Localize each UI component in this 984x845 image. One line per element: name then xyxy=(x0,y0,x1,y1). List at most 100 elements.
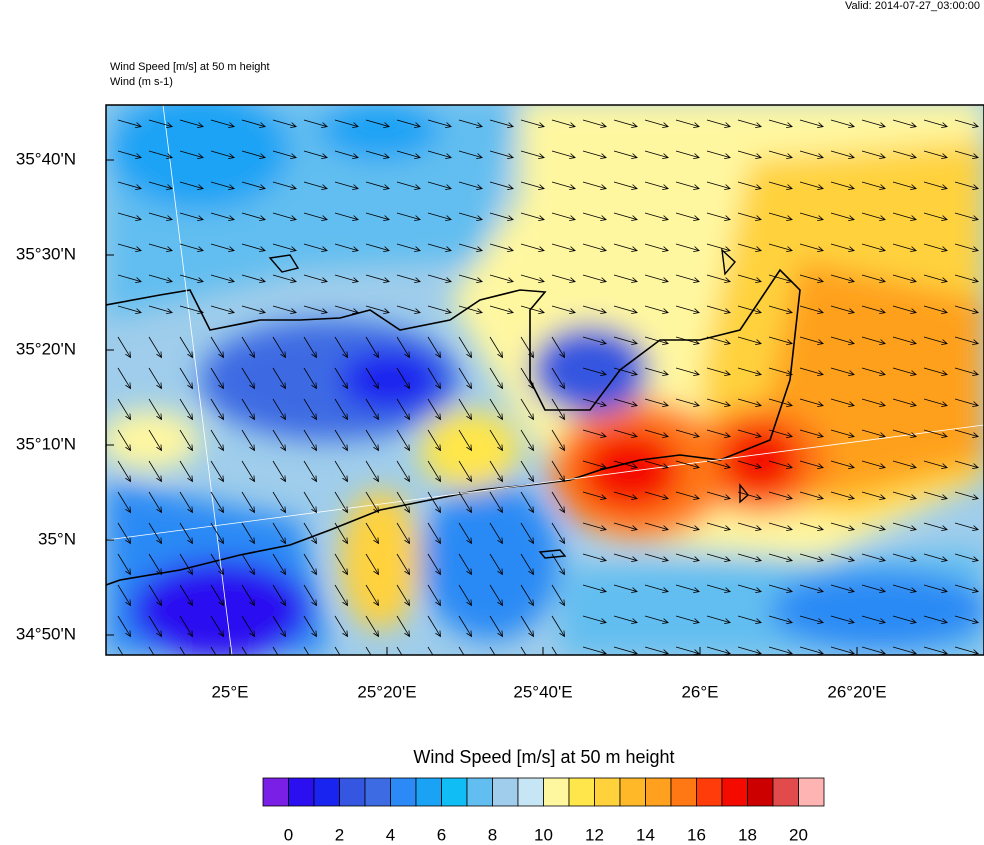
colorbar-swatch xyxy=(415,777,442,807)
wind-arrow xyxy=(675,274,700,284)
wind-arrow xyxy=(954,181,979,191)
wind-arrow xyxy=(954,553,979,563)
wind-arrow xyxy=(582,522,607,532)
wind-arrow xyxy=(117,615,131,638)
graticule xyxy=(106,105,984,655)
wind-arrow xyxy=(644,398,669,408)
wind-arrow xyxy=(489,491,503,514)
wind-arrow xyxy=(334,336,348,359)
wind-arrow xyxy=(861,212,886,222)
wind-arrow xyxy=(520,336,534,359)
wind-arrow xyxy=(768,615,793,625)
wind-arrow xyxy=(210,212,235,222)
wind-arrow xyxy=(241,243,266,253)
wind-arrow xyxy=(334,150,359,160)
wind-arrow xyxy=(117,460,131,483)
wind-arrow xyxy=(334,274,359,284)
wind-arrow xyxy=(861,429,886,439)
wind-arrow xyxy=(954,398,979,408)
wind-arrow xyxy=(427,429,441,452)
wind-arrow xyxy=(334,367,348,390)
colorbar-swatch xyxy=(798,777,825,807)
wind-arrow xyxy=(148,274,173,284)
wind-arrow xyxy=(799,553,824,563)
wind-arrow xyxy=(241,274,266,284)
wind-arrow xyxy=(582,119,607,129)
wind-arrow xyxy=(613,491,638,501)
wind-arrow xyxy=(675,305,700,315)
wind-arrow xyxy=(551,553,565,576)
wind-arrow xyxy=(427,584,441,607)
wind-arrow xyxy=(830,460,855,470)
wind-arrow xyxy=(458,243,483,253)
wind-arrow xyxy=(613,429,638,439)
wind-arrow xyxy=(644,522,669,532)
wind-arrow xyxy=(768,119,793,129)
wind-arrow xyxy=(179,522,193,545)
wind-arrow xyxy=(675,429,700,439)
wind-arrow xyxy=(303,522,317,545)
lat-label: 35°30'N xyxy=(16,244,76,263)
wind-arrow xyxy=(768,398,793,408)
wind-arrow xyxy=(303,305,328,315)
wind-arrow xyxy=(458,119,483,129)
wind-arrow xyxy=(396,460,410,483)
colorbar-label: 2 xyxy=(335,825,344,844)
wind-arrow xyxy=(644,305,669,315)
wind-arrow xyxy=(303,553,317,576)
wind-arrow xyxy=(954,522,979,532)
wind-arrow xyxy=(551,119,576,129)
wind-arrow xyxy=(396,181,421,191)
wind-arrow xyxy=(272,336,286,359)
wind-arrow xyxy=(582,398,607,408)
wind-arrow xyxy=(210,522,224,545)
wind-arrow xyxy=(582,615,607,625)
wind-arrow xyxy=(830,181,855,191)
wind-arrow xyxy=(706,491,731,501)
wind-arrow xyxy=(675,491,700,501)
wind-arrow xyxy=(861,553,886,563)
wind-arrow xyxy=(892,491,917,501)
wind-arrow xyxy=(799,181,824,191)
wind-arrow xyxy=(396,119,421,129)
colorbar-swatch xyxy=(390,777,417,807)
colorbar-swatch xyxy=(670,777,697,807)
wind-arrow xyxy=(613,181,638,191)
wind-arrow xyxy=(613,119,638,129)
wind-arrow xyxy=(148,212,173,222)
wind-arrow xyxy=(520,491,534,514)
wind-arrow xyxy=(644,491,669,501)
wind-arrow xyxy=(923,119,948,129)
wind-arrow xyxy=(644,429,669,439)
wind-arrow xyxy=(582,584,607,594)
wind-arrow xyxy=(148,615,162,638)
wind-arrow xyxy=(923,522,948,532)
wind-arrow xyxy=(241,460,255,483)
wind-arrow xyxy=(179,367,193,390)
wind-arrow xyxy=(644,274,669,284)
wind-arrow xyxy=(303,212,328,222)
wind-arrow xyxy=(768,243,793,253)
wind-arrow xyxy=(737,305,762,315)
colorbar-label: 6 xyxy=(437,825,446,844)
wind-arrow xyxy=(210,398,224,421)
wind-arrow xyxy=(675,460,700,470)
colorbar-label: 4 xyxy=(386,825,395,844)
wind-arrow xyxy=(303,615,317,638)
wind-arrow xyxy=(117,522,131,545)
coastline xyxy=(106,268,801,586)
wind-arrow xyxy=(365,429,379,452)
wind-arrow xyxy=(644,181,669,191)
wind-arrow xyxy=(148,336,162,359)
wind-arrow xyxy=(334,646,341,655)
wind-arrow xyxy=(861,150,886,160)
wind-arrow xyxy=(458,646,465,655)
wind-arrow xyxy=(427,274,452,284)
wind-arrow xyxy=(706,243,731,253)
wind-arrow xyxy=(427,243,452,253)
wind-arrow xyxy=(396,646,403,655)
wind-arrow xyxy=(551,491,565,514)
wind-arrow xyxy=(954,336,979,346)
wind-arrow xyxy=(303,150,328,160)
field-subtitle: Wind (m s-1) xyxy=(110,76,173,88)
